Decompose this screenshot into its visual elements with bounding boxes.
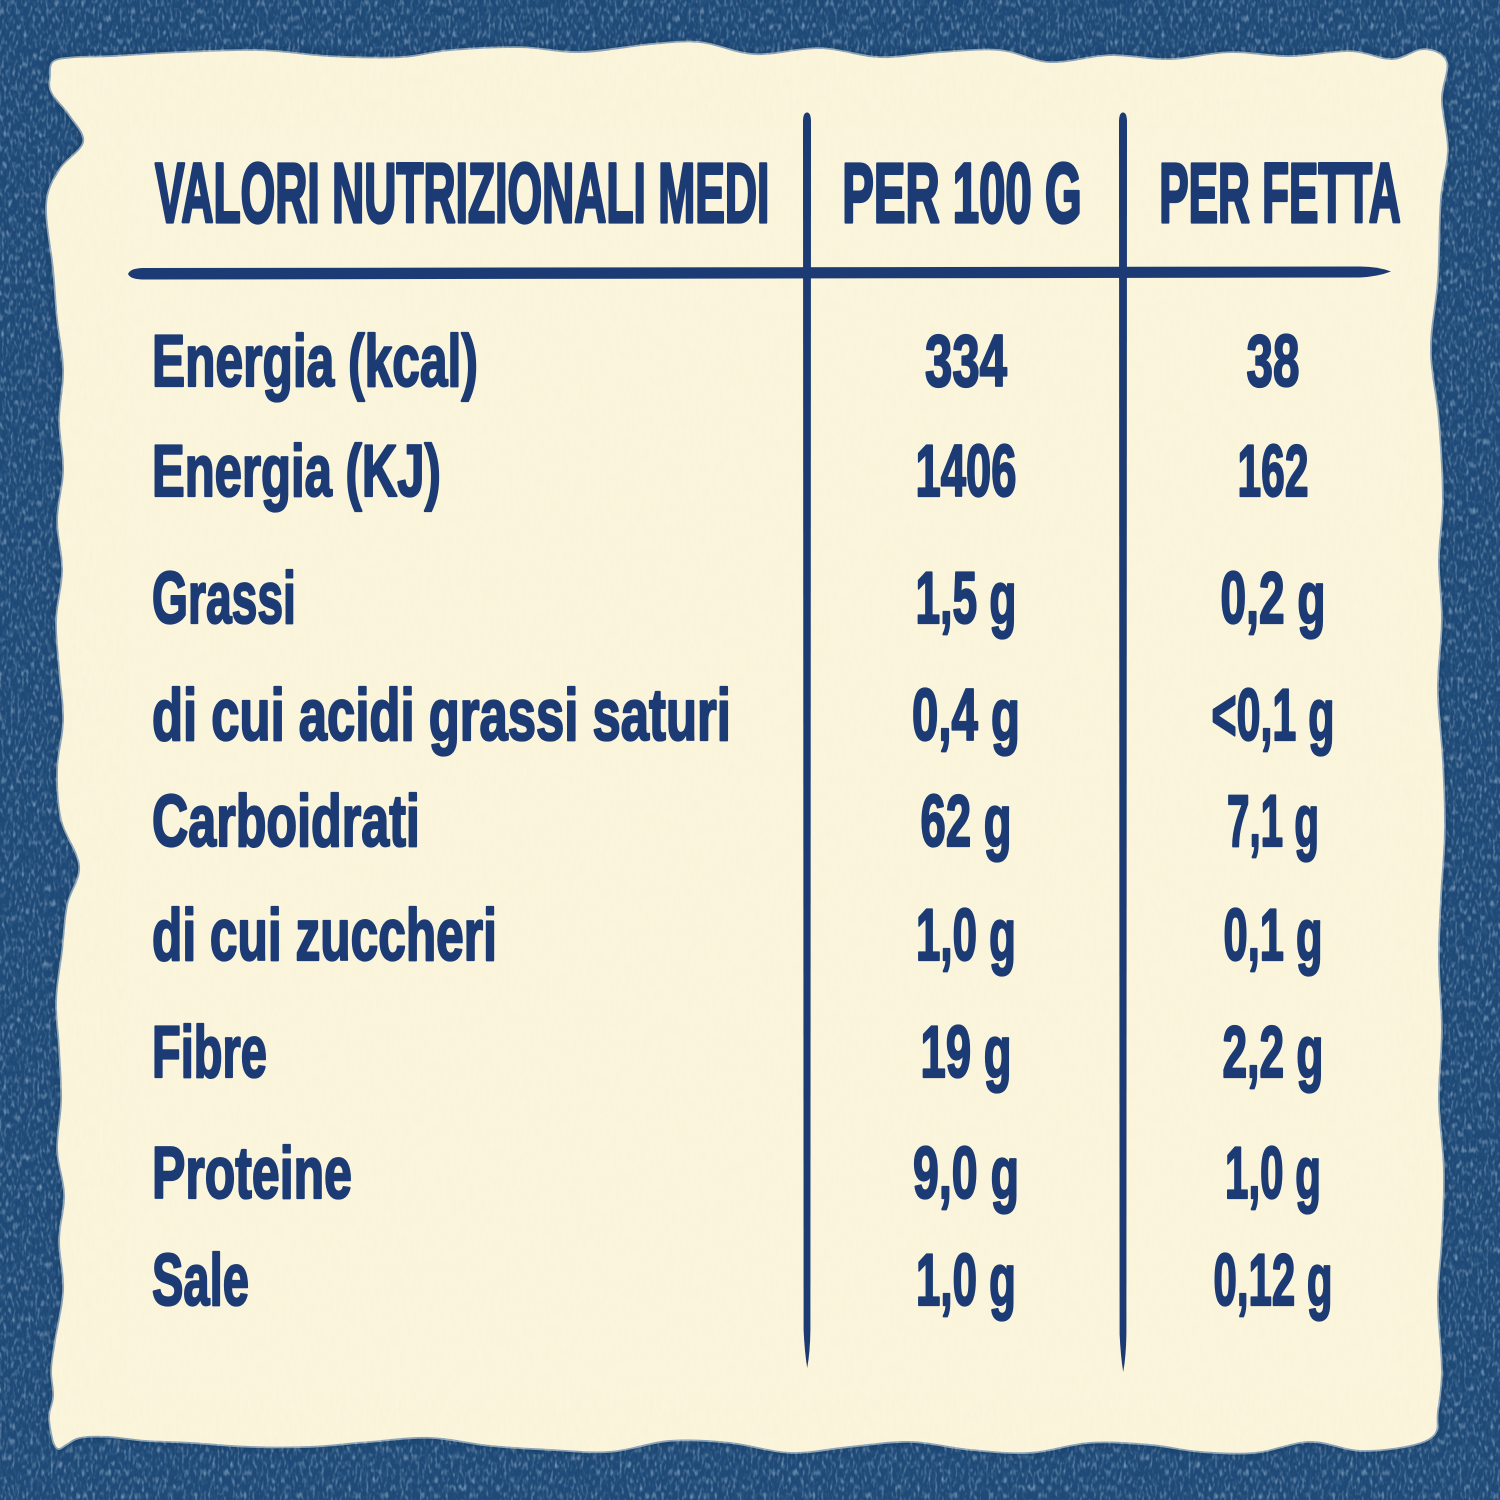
svg-text:162: 162 bbox=[1238, 431, 1309, 512]
svg-text:0,2 g: 0,2 g bbox=[1221, 558, 1326, 639]
svg-text:1,5 g: 1,5 g bbox=[916, 558, 1017, 639]
svg-text:7,1 g: 7,1 g bbox=[1227, 781, 1319, 862]
svg-text:PER 100 G: PER 100 G bbox=[842, 147, 1081, 241]
svg-text:Carboidrati: Carboidrati bbox=[152, 781, 420, 862]
svg-text:0,1 g: 0,1 g bbox=[1224, 895, 1323, 976]
svg-text:62 g: 62 g bbox=[921, 781, 1012, 862]
svg-text:1,0 g: 1,0 g bbox=[916, 895, 1016, 976]
svg-text:Sale: Sale bbox=[152, 1240, 249, 1321]
svg-text:Energia (kcal): Energia (kcal) bbox=[152, 321, 478, 402]
svg-text:di cui zuccheri: di cui zuccheri bbox=[152, 895, 497, 976]
svg-text:Grassi: Grassi bbox=[152, 558, 296, 639]
svg-text:1,0 g: 1,0 g bbox=[1225, 1133, 1321, 1214]
svg-text:334: 334 bbox=[925, 321, 1007, 402]
svg-text:Fibre: Fibre bbox=[152, 1012, 267, 1093]
svg-text:1,0 g: 1,0 g bbox=[916, 1240, 1016, 1321]
svg-text:9,0 g: 9,0 g bbox=[913, 1133, 1019, 1214]
svg-text:Proteine: Proteine bbox=[152, 1133, 352, 1214]
svg-text:Energia (KJ): Energia (KJ) bbox=[152, 431, 441, 512]
svg-text:1406: 1406 bbox=[916, 431, 1017, 512]
svg-text:0,4 g: 0,4 g bbox=[912, 675, 1020, 756]
svg-text:19 g: 19 g bbox=[921, 1012, 1012, 1093]
svg-text:2,2 g: 2,2 g bbox=[1223, 1012, 1324, 1093]
svg-text:0,12 g: 0,12 g bbox=[1214, 1240, 1333, 1321]
svg-text:di cui acidi grassi saturi: di cui acidi grassi saturi bbox=[152, 675, 731, 756]
svg-text:PER FETTA: PER FETTA bbox=[1159, 147, 1400, 241]
svg-text:<0,1 g: <0,1 g bbox=[1212, 675, 1335, 756]
svg-text:VALORI NUTRIZIONALI MEDI: VALORI NUTRIZIONALI MEDI bbox=[155, 147, 769, 241]
svg-text:38: 38 bbox=[1247, 321, 1300, 402]
